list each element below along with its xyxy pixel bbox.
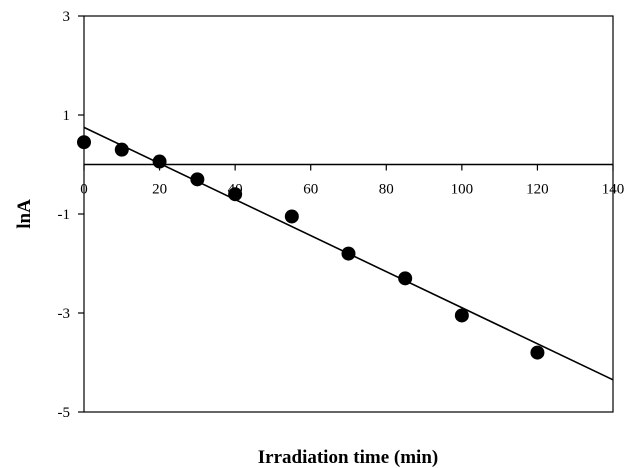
y-axis-ticks: 3 1 -1 -3 -5 xyxy=(58,9,84,421)
data-point xyxy=(152,154,167,169)
y-axis-title: lnA xyxy=(14,199,35,229)
data-point xyxy=(398,271,413,286)
x-tick-label: 20 xyxy=(152,182,167,198)
y-tick-label: 3 xyxy=(63,9,71,25)
data-point xyxy=(77,135,91,150)
plot-area xyxy=(83,15,614,413)
x-axis-title: Irradiation time (min) xyxy=(258,447,438,468)
data-point xyxy=(114,142,129,157)
x-tick-label: 0 xyxy=(80,182,88,198)
data-point xyxy=(454,308,469,323)
x-tick-label: 60 xyxy=(303,182,318,198)
data-point xyxy=(228,187,243,202)
data-point xyxy=(284,209,299,224)
x-tick-label: 100 xyxy=(451,182,474,198)
data-point xyxy=(341,246,356,261)
x-tick-label: 140 xyxy=(602,182,625,198)
data-points xyxy=(77,135,545,360)
data-point xyxy=(190,172,205,187)
x-tick-label: 120 xyxy=(526,182,549,198)
y-tick-label: -5 xyxy=(58,405,71,421)
data-point xyxy=(530,345,545,360)
x-tick-label: 80 xyxy=(379,182,394,198)
y-tick-label: -3 xyxy=(58,306,71,322)
y-tick-label: -1 xyxy=(58,207,71,223)
x-axis: 020406080100120140 xyxy=(80,163,625,198)
y-tick-label: 1 xyxy=(63,108,71,124)
